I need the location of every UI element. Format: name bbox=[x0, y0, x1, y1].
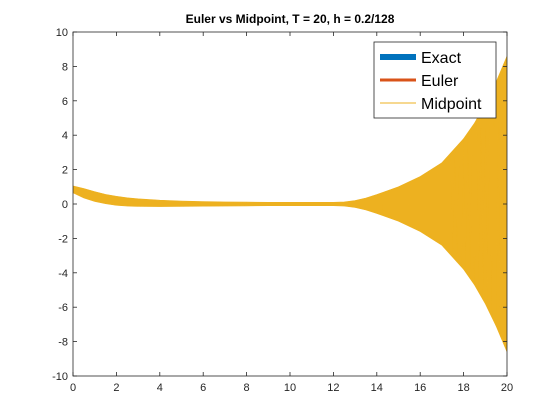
chart-title: Euler vs Midpoint, T = 20, h = 0.2/128 bbox=[186, 12, 395, 26]
x-tick-label: 20 bbox=[501, 382, 513, 394]
y-tick-label: -8 bbox=[58, 337, 68, 349]
legend-items: Exact Euler Midpoint bbox=[380, 50, 482, 113]
series-band-midpoint bbox=[73, 55, 507, 353]
x-tick-label: 18 bbox=[457, 382, 469, 394]
x-tick-label: 2 bbox=[113, 382, 119, 394]
x-tick-label: 6 bbox=[200, 382, 206, 394]
legend-label-midpoint: Midpoint bbox=[421, 96, 482, 113]
y-tick-label: 0 bbox=[62, 199, 68, 211]
legend-label-euler: Euler bbox=[421, 73, 459, 90]
series-layer bbox=[73, 55, 507, 353]
y-tick-label: -2 bbox=[58, 233, 68, 245]
ticks-layer: 0 2 4 6 8 10 12 14 16 18 20 -10 -8 -6 -4 -2 0 2 4 6 8 10 bbox=[52, 27, 513, 394]
series-line-midpoint bbox=[73, 56, 507, 347]
y-tick-label: 6 bbox=[62, 96, 68, 108]
y-tick-label: -10 bbox=[52, 371, 68, 383]
x-tick-label: 14 bbox=[371, 382, 383, 394]
legend: Exact Euler Midpoint bbox=[373, 41, 497, 119]
x-tick-label: 16 bbox=[414, 382, 426, 394]
y-tick-label: 2 bbox=[62, 165, 68, 177]
y-tick-label: -4 bbox=[58, 268, 68, 280]
y-tick-label: -6 bbox=[58, 302, 68, 314]
x-tick-label: 12 bbox=[327, 382, 339, 394]
x-tick-label: 10 bbox=[284, 382, 296, 394]
x-tick-label: 8 bbox=[244, 382, 250, 394]
y-tick-label: 8 bbox=[62, 61, 68, 73]
x-tick-label: 0 bbox=[70, 382, 76, 394]
y-tick-label: 10 bbox=[56, 27, 68, 39]
x-tick-label: 4 bbox=[157, 382, 163, 394]
legend-label-exact: Exact bbox=[421, 50, 462, 67]
series-midpoint bbox=[73, 55, 507, 353]
y-tick-label: 4 bbox=[62, 130, 68, 142]
